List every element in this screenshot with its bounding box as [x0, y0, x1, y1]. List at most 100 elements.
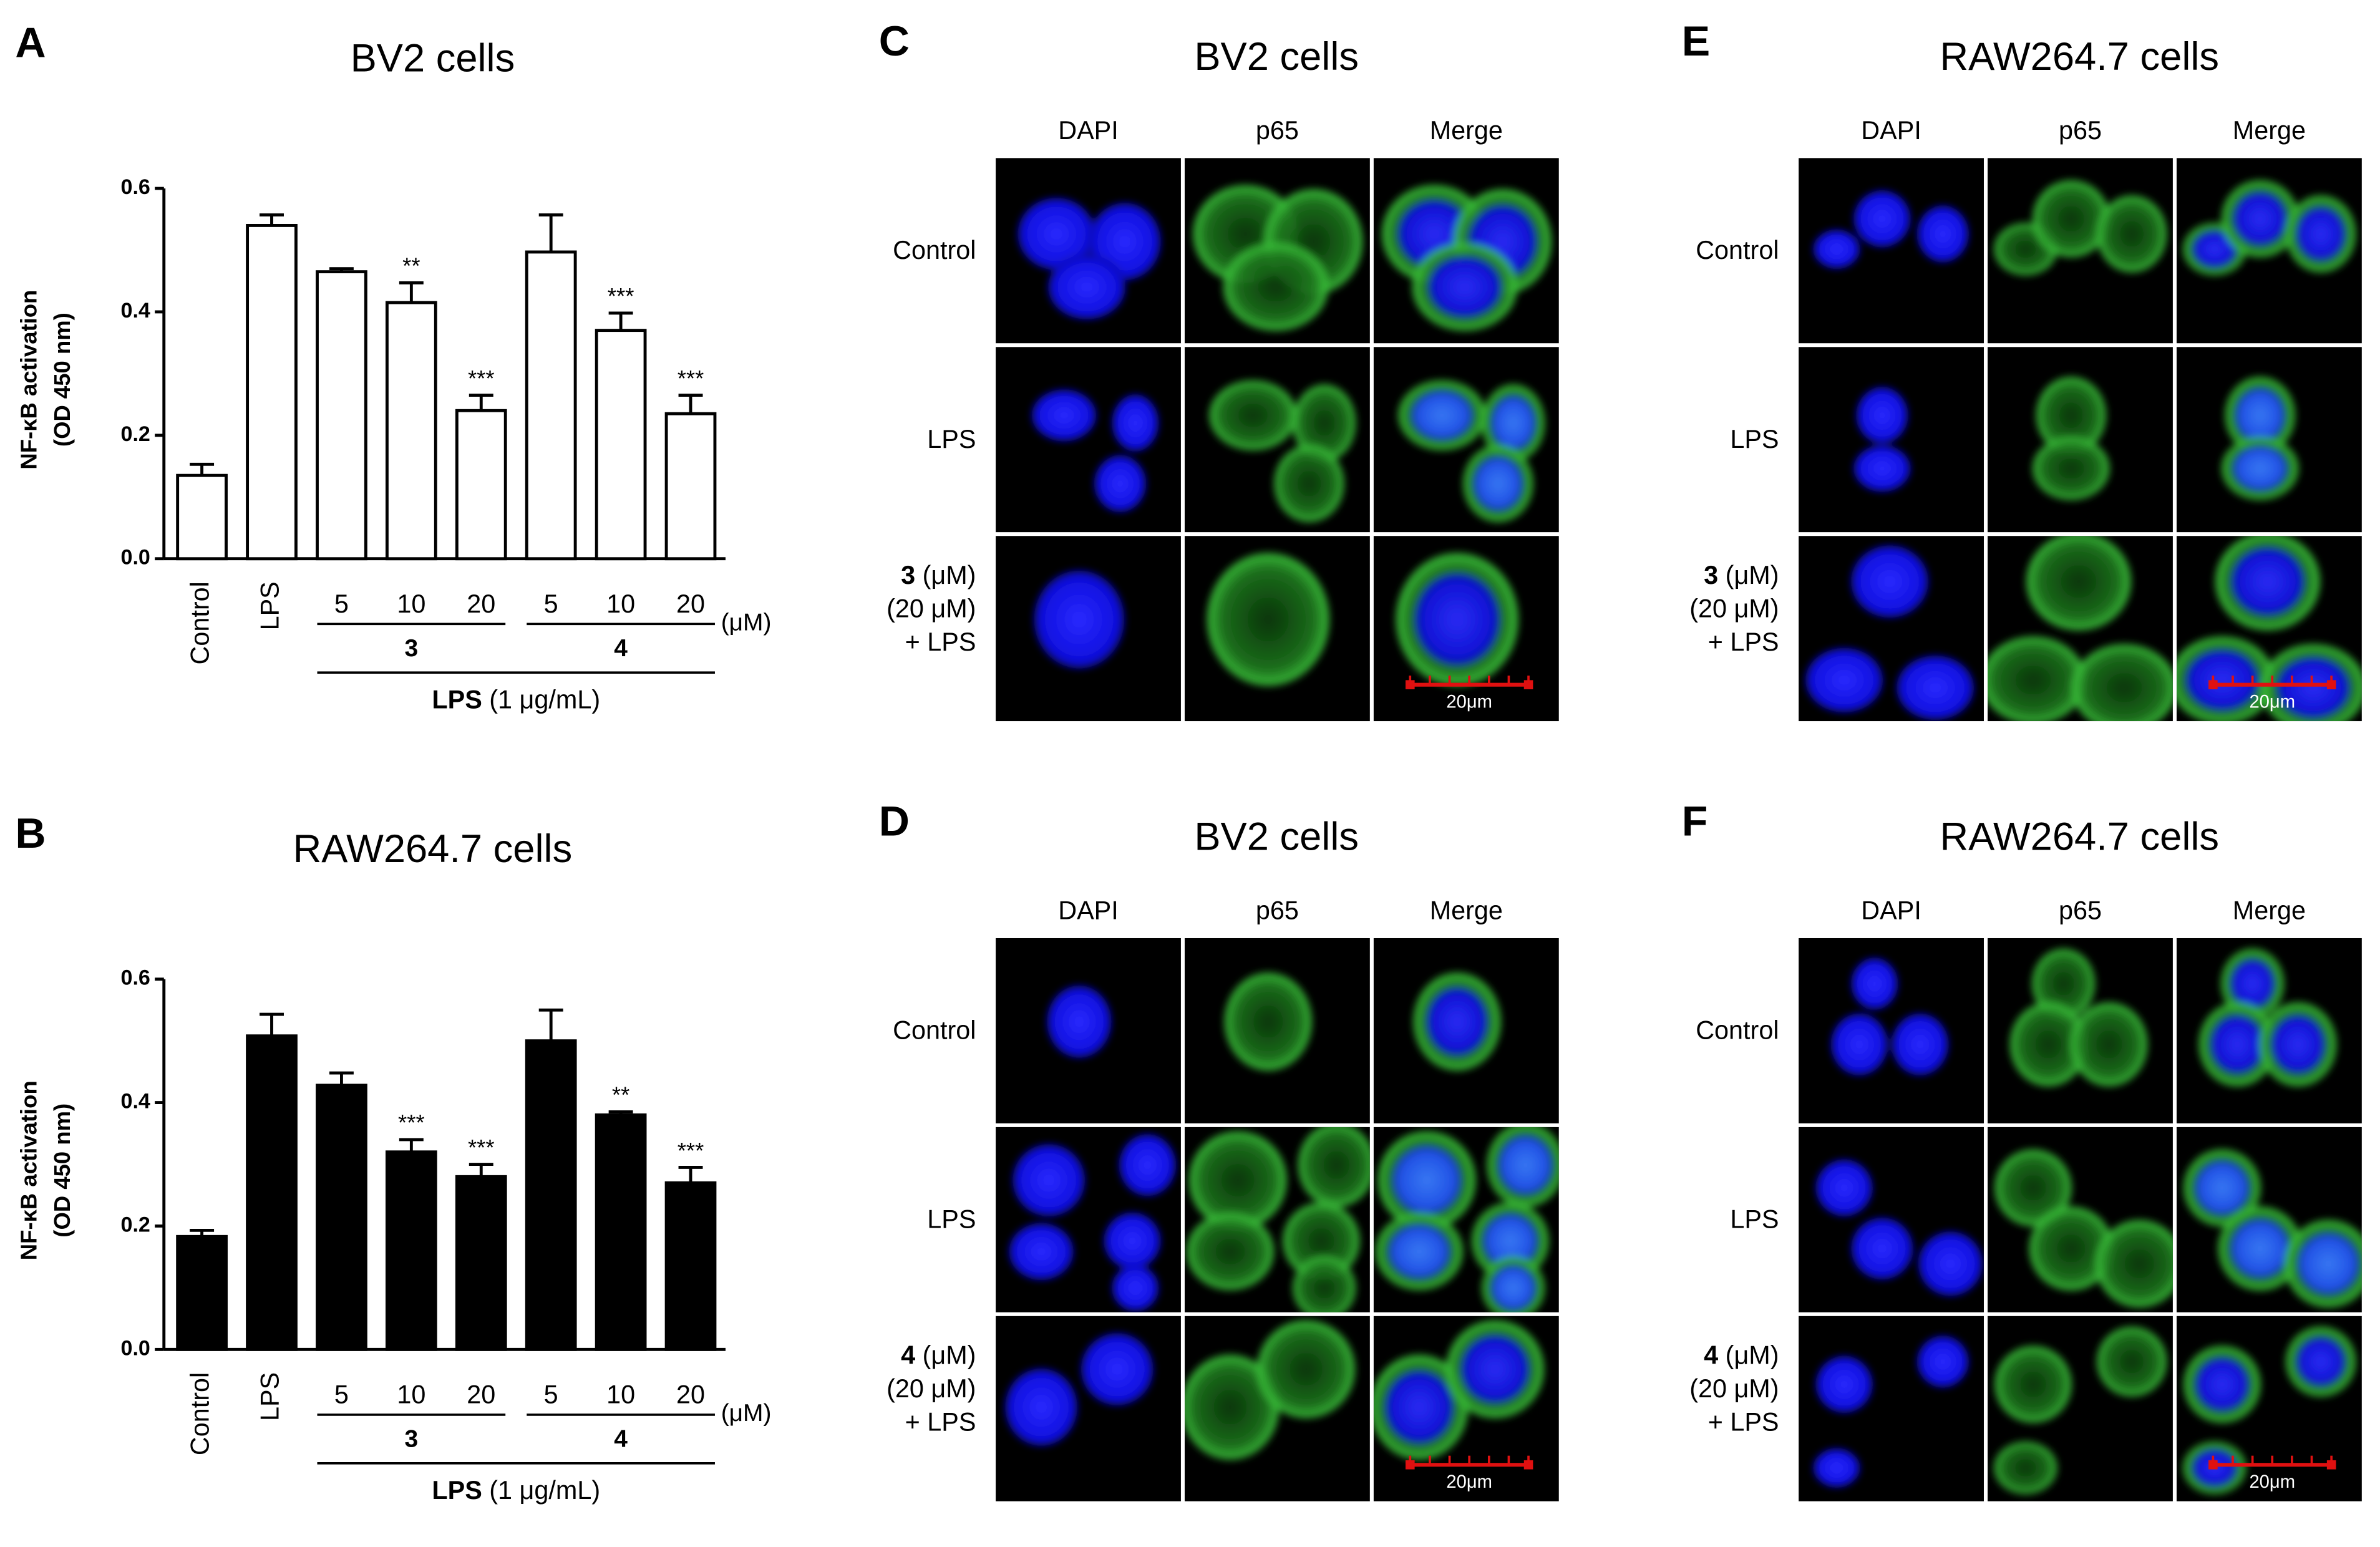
nucleus — [1112, 1264, 1159, 1312]
micrograph — [1988, 347, 2173, 533]
cells — [1184, 1320, 1355, 1460]
nucleus-merge — [1427, 987, 1488, 1056]
nucleus-merge — [2296, 1337, 2346, 1386]
cells — [1047, 985, 1112, 1058]
cells — [2176, 536, 2362, 722]
x-tick-label: 20 — [676, 589, 705, 618]
significance: ** — [402, 253, 420, 279]
significance: *** — [608, 283, 634, 309]
cells — [2009, 949, 2148, 1087]
cells — [1805, 545, 1974, 720]
p65-signal — [1184, 1354, 1280, 1460]
nucleus — [1112, 394, 1159, 452]
cells — [2222, 377, 2299, 500]
micrograph — [2176, 347, 2362, 533]
nucleus — [1813, 1448, 1860, 1488]
nucleus-merge — [2298, 1233, 2359, 1294]
chart-title: BV2 cells — [351, 36, 515, 80]
nucleus — [1013, 1144, 1086, 1216]
x-tick-label: Control — [186, 581, 215, 664]
micrograph — [1799, 347, 1984, 533]
nucleus-merge — [2210, 1015, 2265, 1074]
nucleus-merge — [1411, 390, 1473, 440]
panel-letter: A — [15, 19, 46, 66]
p65-signal — [2032, 949, 2096, 1019]
row-label: 4 (μM) — [901, 1341, 976, 1369]
nucleus — [1005, 1368, 1077, 1446]
micrograph: 20μm — [2176, 536, 2362, 722]
x-tick-label: 5 — [544, 589, 558, 618]
y-tick-label: 0.2 — [121, 1213, 150, 1236]
micrograph — [1799, 536, 1984, 722]
bar — [385, 301, 437, 561]
nucleus-merge — [2235, 388, 2285, 442]
row-label: + LPS — [1708, 628, 1779, 656]
bar — [316, 270, 367, 561]
column-label: DAPI — [1861, 116, 1921, 145]
bar — [664, 1181, 717, 1351]
cells — [2033, 377, 2110, 500]
y-tick-label: 0.0 — [121, 1336, 150, 1360]
p65-signal — [1994, 1149, 2072, 1226]
x-tick-label: 20 — [467, 1380, 495, 1409]
x-tick-label: LPS — [255, 581, 284, 630]
bar — [176, 1234, 228, 1351]
significance: *** — [468, 366, 495, 391]
row-label: + LPS — [1708, 1407, 1779, 1436]
cells — [1187, 1127, 1370, 1312]
column-label: p65 — [1256, 116, 1299, 145]
micrograph — [1184, 1127, 1370, 1312]
micrograph — [1799, 158, 1984, 344]
row-label: LPS — [927, 1205, 976, 1234]
panel-letter: E — [1682, 17, 1710, 65]
nucleus — [1119, 1134, 1176, 1196]
nucleus — [1047, 985, 1112, 1058]
x-tick-label: 5 — [334, 589, 349, 618]
micrograph — [1988, 938, 2173, 1123]
p65-signal — [1298, 1127, 1370, 1207]
row-label: (20 μM) — [1689, 594, 1779, 623]
compound: 4 — [1704, 1341, 1718, 1369]
chart-title: RAW264.7 cells — [293, 827, 573, 871]
cells — [1994, 180, 2167, 276]
micrograph: 20μm — [1373, 536, 1559, 722]
nucleus — [1815, 1159, 1873, 1216]
scale-label: 20μm — [2249, 692, 2295, 712]
nucleus-merge — [1484, 1214, 1537, 1268]
panel-title: RAW264.7 cells — [1940, 35, 2219, 79]
nucleus-merge — [1414, 573, 1500, 666]
micrograph — [1373, 347, 1559, 533]
nucleus — [1853, 190, 1911, 248]
row-label: (20 μM) — [886, 1374, 976, 1403]
p65-signal — [1988, 636, 2086, 722]
column-label: Merge — [2233, 116, 2306, 145]
micrograph — [1184, 347, 1370, 533]
bar — [595, 329, 647, 561]
nucleus-merge — [2233, 192, 2287, 246]
p65-signal — [1293, 1256, 1356, 1312]
p65-signal — [2009, 1002, 2087, 1087]
compound: 3 — [1704, 561, 1718, 589]
cells — [1382, 185, 1552, 331]
nucleus — [1813, 230, 1860, 269]
nucleus-merge — [1392, 1146, 1461, 1215]
panel-title: BV2 cells — [1194, 35, 1359, 79]
micrograph — [1988, 1127, 2173, 1312]
cells — [2198, 949, 2337, 1087]
row-label: Control — [893, 236, 976, 264]
p65-signal — [1209, 380, 1297, 450]
panel-letter: F — [1682, 798, 1708, 845]
column-label: p65 — [2059, 896, 2102, 925]
unit: (μM) — [923, 561, 976, 589]
cells — [1034, 570, 1125, 669]
micrograph — [996, 1316, 1181, 1501]
cells — [1994, 1149, 2173, 1307]
micrograph: 20μm — [1373, 1316, 1559, 1501]
bar — [385, 1150, 437, 1351]
column-label: p65 — [1256, 896, 1299, 925]
row-label: + LPS — [905, 1407, 976, 1436]
column-label: DAPI — [1058, 896, 1119, 925]
nucleus-merge — [2296, 207, 2346, 261]
cells — [1193, 185, 1363, 331]
